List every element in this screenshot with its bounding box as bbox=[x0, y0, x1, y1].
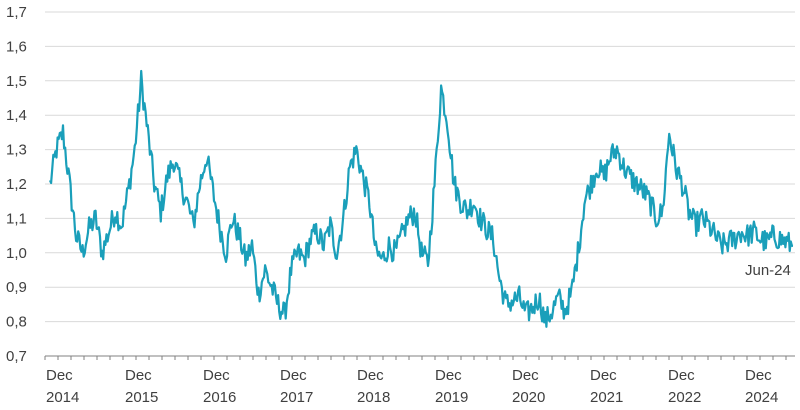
x-tick-month-label: Dec bbox=[745, 367, 772, 384]
x-tick-month-label: Dec bbox=[590, 367, 617, 384]
gridlines bbox=[45, 11, 795, 323]
x-tick-year-label: 2021 bbox=[590, 389, 623, 406]
x-tick-year-label: 2016 bbox=[203, 389, 236, 406]
x-tick-year-label: 2018 bbox=[357, 389, 390, 406]
x-tick-month-label: Dec bbox=[435, 367, 462, 384]
x-tick-year-label: 2014 bbox=[46, 389, 79, 406]
x-axis-ticks: Dec 2014 Dec 2015 Dec 2016 Dec 2017 Dec 2018 Dec 20… bbox=[44, 356, 787, 406]
x-tick-year-label: 2015 bbox=[125, 389, 158, 406]
x-tick-month-label: Dec bbox=[280, 367, 307, 384]
x-tick-year-label: 2019 bbox=[435, 389, 468, 406]
x-tick-year-label: 2020 bbox=[512, 389, 545, 406]
x-tick-year-label: 2017 bbox=[280, 389, 313, 406]
y-axis-ticks: 0,7 0,8 0,9 1,0 1,1 1,2 1,3 1,4 1,5 1,6 1,7 bbox=[6, 4, 27, 365]
y-tick-label: 1,2 bbox=[6, 176, 27, 193]
y-tick-label: 1,7 bbox=[6, 4, 27, 21]
x-tick-month-label: Dec bbox=[357, 367, 384, 384]
x-tick-month-label: Dec bbox=[125, 367, 152, 384]
x-tick-month-label: Dec bbox=[512, 367, 539, 384]
series-line bbox=[48, 69, 794, 328]
y-tick-label: 1,3 bbox=[6, 142, 27, 159]
x-tick-year-label: 2024 bbox=[745, 389, 778, 406]
y-tick-label: 0,7 bbox=[6, 348, 27, 365]
y-tick-label: 1,4 bbox=[6, 107, 27, 124]
x-tick-month-label: Dec bbox=[668, 367, 695, 384]
y-tick-label: 0,8 bbox=[6, 314, 27, 331]
annotation-label: Jun-24 bbox=[745, 262, 791, 279]
y-tick-label: 1,6 bbox=[6, 38, 27, 55]
y-tick-label: 1,5 bbox=[6, 73, 27, 90]
y-tick-label: 0,9 bbox=[6, 279, 27, 296]
y-tick-label: 1,1 bbox=[6, 210, 27, 227]
y-tick-label: 1,0 bbox=[6, 245, 27, 262]
x-tick-month-label: Dec bbox=[203, 367, 230, 384]
x-tick-month-label: Dec bbox=[46, 367, 73, 384]
x-tick-year-label: 2022 bbox=[668, 389, 701, 406]
